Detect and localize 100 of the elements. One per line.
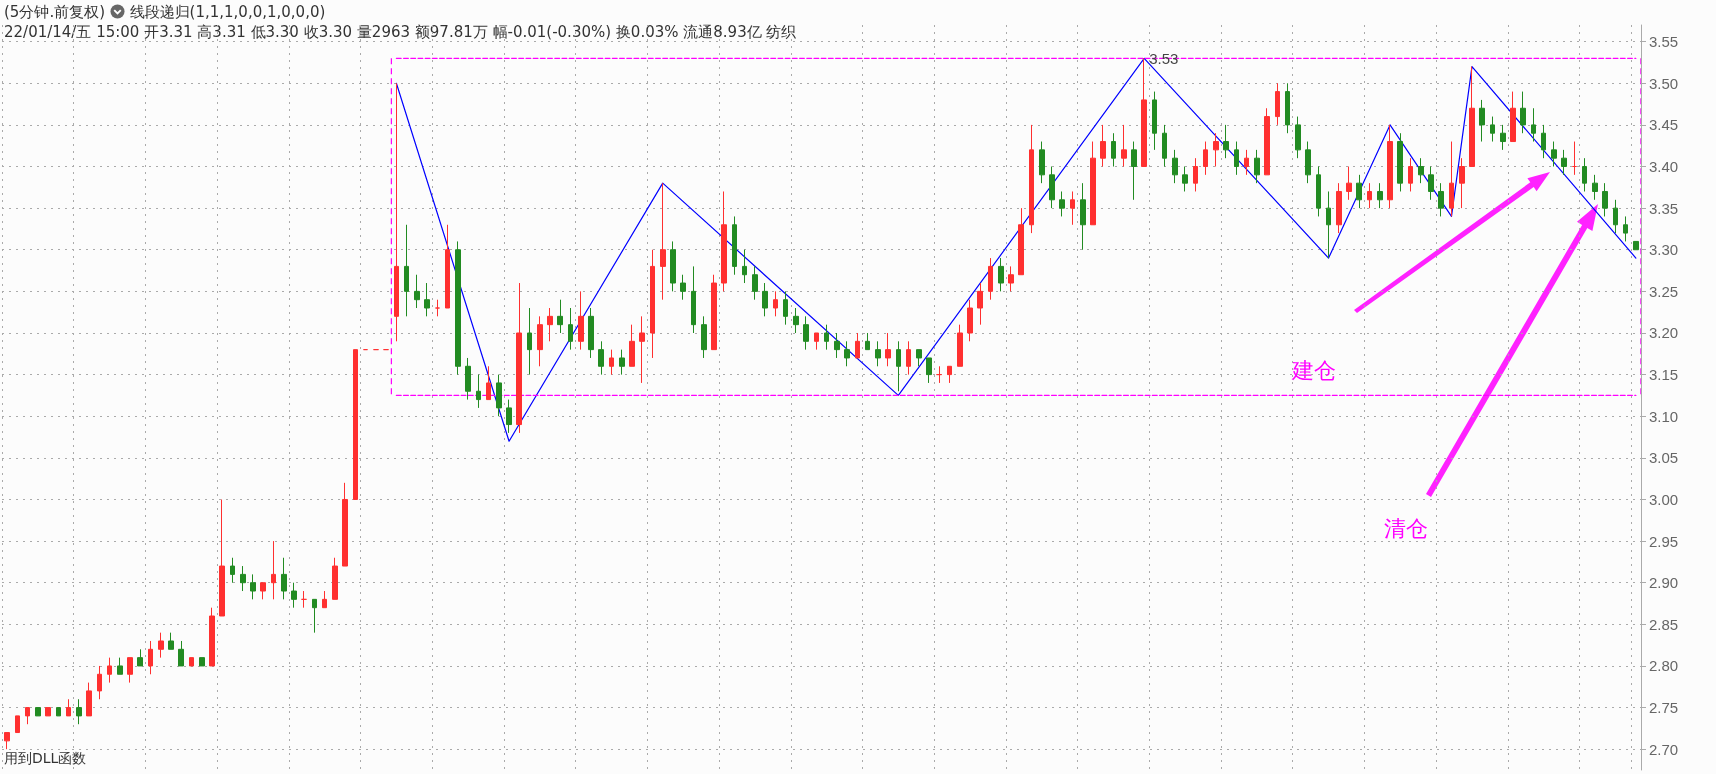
candlestick xyxy=(1561,149,1567,176)
candlestick xyxy=(1295,116,1301,159)
candlestick xyxy=(1428,166,1434,201)
candlestick xyxy=(322,590,327,609)
candlestick xyxy=(977,282,983,326)
candlestick xyxy=(1397,132,1403,192)
candlestick xyxy=(1152,91,1157,151)
y-tick-label: 3.35 xyxy=(1649,199,1679,217)
candlestick xyxy=(1029,124,1034,234)
candlestick xyxy=(476,374,481,409)
candlestick xyxy=(875,340,881,367)
candlestick xyxy=(1602,182,1608,217)
candlestick xyxy=(1018,207,1024,276)
candlestick xyxy=(998,257,1004,292)
candlestick xyxy=(1080,182,1086,251)
candlestick xyxy=(691,265,696,334)
candlestick xyxy=(240,565,246,592)
candlestick xyxy=(117,657,123,675)
candlestick xyxy=(773,290,778,317)
y-tick-label: 3.15 xyxy=(1649,366,1679,384)
candlestick xyxy=(1531,107,1536,143)
candlestick xyxy=(107,657,112,684)
candlestick xyxy=(97,665,102,700)
y-tick-label: 2.85 xyxy=(1649,615,1679,633)
candlestick xyxy=(35,707,41,717)
candlestick xyxy=(650,249,655,359)
candlestick xyxy=(260,582,266,600)
candlestick xyxy=(281,557,287,600)
candlestick xyxy=(1285,82,1290,134)
candlestick xyxy=(1582,157,1587,192)
candlestick xyxy=(1336,182,1342,234)
candlestick xyxy=(178,640,184,667)
y-tick-label: 2.70 xyxy=(1649,740,1679,758)
candlestick xyxy=(353,349,358,500)
candlestick xyxy=(1049,166,1055,209)
candlestick xyxy=(588,307,594,359)
candlestick xyxy=(957,324,963,367)
y-tick-label: 3.20 xyxy=(1649,324,1679,342)
candlestick xyxy=(1520,91,1526,134)
candlestick xyxy=(865,332,870,351)
candlestick xyxy=(1572,141,1577,176)
candlestick xyxy=(1449,141,1454,217)
candlestick xyxy=(1305,141,1311,184)
candlestick xyxy=(455,240,461,376)
candlestick xyxy=(1469,66,1475,168)
candlestick xyxy=(906,340,911,376)
candlestick xyxy=(936,365,942,384)
candlestick xyxy=(537,315,543,367)
candlestick xyxy=(701,315,707,359)
y-tick-label: 3.30 xyxy=(1649,241,1679,259)
candlestick xyxy=(1541,124,1546,159)
candlestick xyxy=(199,657,205,667)
candlestick xyxy=(1111,132,1116,168)
candlestick xyxy=(1070,190,1075,226)
candlestick xyxy=(926,357,932,384)
candlestick xyxy=(967,299,973,342)
y-tick-label: 3.55 xyxy=(1649,33,1679,51)
candlestick xyxy=(732,215,737,276)
candlestick xyxy=(1223,124,1229,159)
candlestick xyxy=(916,349,922,367)
candlestick xyxy=(680,274,686,301)
candlestick xyxy=(1193,157,1198,192)
candlestick xyxy=(1264,107,1270,176)
candlestick xyxy=(783,290,788,326)
candlestick xyxy=(1377,182,1383,209)
candlestick xyxy=(803,315,809,351)
candlestick xyxy=(855,332,860,359)
candlestick xyxy=(1100,124,1106,168)
candlestick xyxy=(670,240,676,292)
candlestick xyxy=(414,274,420,309)
candlestick xyxy=(394,82,399,342)
candlestick xyxy=(896,340,901,392)
candlestick xyxy=(1008,265,1014,292)
candlestick xyxy=(127,657,133,684)
candlestick xyxy=(1182,166,1188,192)
y-tick-label: 3.10 xyxy=(1649,407,1679,425)
candlestick xyxy=(547,307,553,342)
candlestick xyxy=(271,540,276,600)
candlestick xyxy=(1244,149,1249,176)
candlestick xyxy=(1213,132,1219,168)
candlestick xyxy=(332,557,338,600)
candlestick xyxy=(988,257,993,301)
chart-subtitle: 线段递归(1,1,1,0,0,1,0,0,0) xyxy=(129,3,326,21)
candlestick xyxy=(1090,141,1096,226)
candlestick xyxy=(168,632,174,650)
candlestick xyxy=(137,648,143,667)
candlestick xyxy=(711,274,717,351)
candlestick xyxy=(25,707,30,725)
candlestick xyxy=(598,340,604,376)
candlestick xyxy=(45,707,51,717)
candlestick xyxy=(516,282,522,434)
candlestick xyxy=(1356,174,1362,209)
candlestick xyxy=(1623,215,1628,242)
candlestick xyxy=(639,315,645,384)
candlestick xyxy=(424,282,430,317)
candlestick xyxy=(230,557,235,584)
y-tick-label: 3.45 xyxy=(1649,116,1679,134)
annotation: 建仓 xyxy=(1292,357,1336,385)
candlestick xyxy=(1326,190,1331,259)
annotation: 清仓 xyxy=(1384,515,1428,543)
